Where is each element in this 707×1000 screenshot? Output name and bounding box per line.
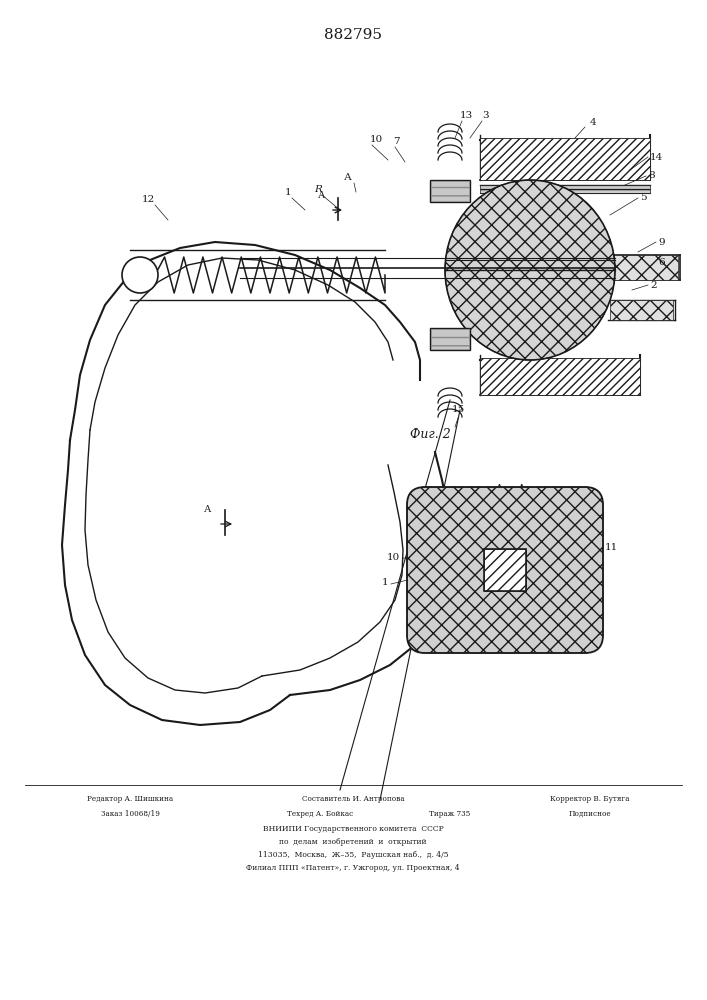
Text: 13: 13 (460, 111, 473, 120)
Bar (610, 300, 673, 320)
Text: R: R (314, 185, 322, 194)
Bar (610, 255, 678, 280)
Text: 9: 9 (658, 238, 665, 247)
Text: А: А (204, 506, 211, 514)
Text: Техред А. Бойкас: Техред А. Бойкас (287, 810, 353, 818)
Text: 2: 2 (650, 281, 657, 290)
Text: Составитель И. Антропова: Составитель И. Антропова (302, 795, 404, 803)
Bar (431, 329, 469, 349)
Bar (484, 549, 526, 591)
Bar (484, 549, 526, 591)
Text: 11: 11 (605, 543, 618, 552)
Text: 12: 12 (141, 195, 155, 204)
Text: 4: 4 (590, 118, 597, 127)
Text: А: А (318, 190, 326, 200)
Text: 1: 1 (381, 578, 388, 587)
Text: Редактор А. Шишкина: Редактор А. Шишкина (87, 795, 173, 803)
Circle shape (122, 257, 158, 293)
Text: 8: 8 (648, 171, 655, 180)
Text: ВНИИПИ Государственного комитета  СССР: ВНИИПИ Государственного комитета СССР (262, 825, 443, 833)
Text: 14: 14 (650, 153, 663, 162)
Bar (480, 185, 650, 193)
Text: Фиг. 3: Фиг. 3 (484, 629, 525, 642)
Bar (480, 138, 650, 180)
Text: 5: 5 (640, 193, 647, 202)
Text: 15: 15 (451, 405, 464, 414)
Text: Корректор В. Бутяга: Корректор В. Бутяга (550, 795, 630, 803)
FancyBboxPatch shape (407, 487, 603, 653)
Text: Подписное: Подписное (568, 810, 612, 818)
Text: 113035,  Москва,  Ж–35,  Раушская наб.,  д. 4/5: 113035, Москва, Ж–35, Раушская наб., д. … (257, 851, 448, 859)
Text: 6: 6 (658, 258, 665, 267)
Text: Заказ 10068/19: Заказ 10068/19 (100, 810, 160, 818)
Ellipse shape (445, 180, 615, 360)
Bar (480, 358, 640, 395)
Text: 10: 10 (387, 553, 400, 562)
Text: 882795: 882795 (324, 28, 382, 42)
FancyBboxPatch shape (430, 180, 470, 202)
Bar (431, 181, 469, 201)
Text: Фиг. 2: Фиг. 2 (409, 428, 450, 442)
Text: Тираж 735: Тираж 735 (429, 810, 471, 818)
Text: 1: 1 (285, 188, 291, 197)
Text: 10: 10 (370, 135, 383, 144)
FancyBboxPatch shape (430, 328, 470, 350)
Text: 3: 3 (482, 111, 489, 120)
Text: Филиал ППП «Патент», г. Ужгород, ул. Проектная, 4: Филиал ППП «Патент», г. Ужгород, ул. Про… (246, 864, 460, 872)
Text: A – A: A – A (494, 484, 526, 496)
Text: 7: 7 (393, 137, 399, 146)
Text: по  делам  изобретений  и  открытий: по делам изобретений и открытий (279, 838, 427, 846)
Text: А: А (344, 173, 352, 182)
